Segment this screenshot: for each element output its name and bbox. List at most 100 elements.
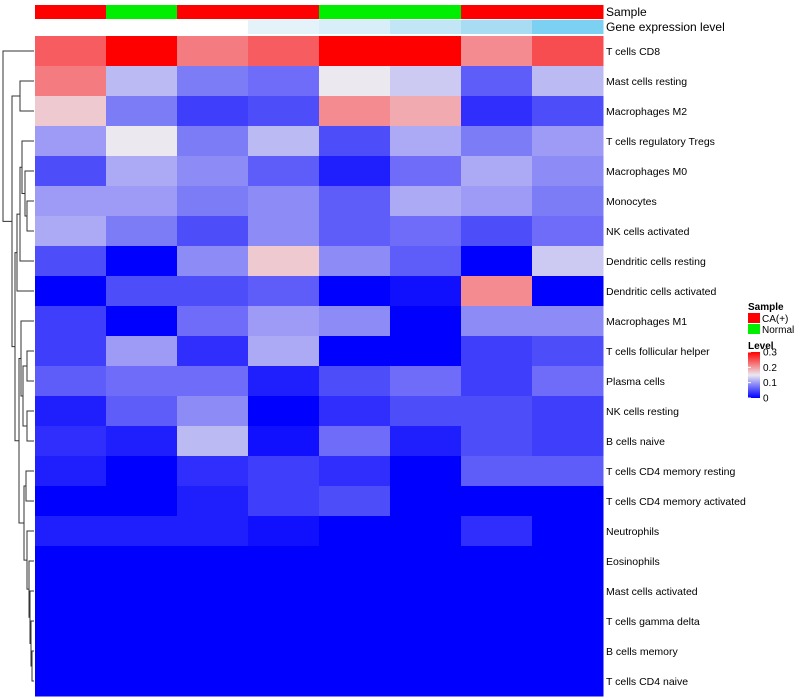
heatmap-cell (390, 606, 462, 637)
heatmap-cell (319, 516, 391, 547)
expression-annotation-cell (319, 20, 391, 34)
heatmap-cell (461, 396, 533, 427)
heatmap-cell (319, 546, 391, 577)
heatmap-cell (319, 96, 391, 127)
heatmap-cell (390, 666, 462, 697)
sample-annotation-cell (319, 5, 391, 19)
heatmap-cell (319, 426, 391, 457)
row-label: T cells follicular helper (606, 346, 710, 358)
heatmap-cell (35, 276, 107, 307)
sample-annotation-cell (532, 5, 604, 19)
row-label: Macrophages M1 (606, 316, 687, 328)
expression-annotation-cell (106, 20, 178, 34)
heatmap-cell (177, 366, 249, 397)
row-label: Plasma cells (606, 376, 665, 388)
row-label: Neutrophils (606, 526, 659, 538)
row-label: T cells CD4 naive (606, 676, 688, 688)
heatmap-cell (35, 126, 107, 157)
heatmap-cell (461, 546, 533, 577)
row-label: Dendritic cells activated (606, 286, 716, 298)
row-label: T cells gamma delta (606, 616, 700, 628)
heatmap-cell (461, 336, 533, 367)
sample-annotation-cell (461, 5, 533, 19)
heatmap-cell (35, 516, 107, 547)
heatmap-cell (390, 336, 462, 367)
heatmap-cell (106, 456, 178, 487)
legend-sample-label: CA(+) (762, 314, 788, 325)
annotation-label-sample: Sample (606, 5, 647, 19)
heatmap-cell (248, 66, 320, 97)
heatmap-cell (461, 36, 533, 67)
heatmap-cell (319, 666, 391, 697)
expression-annotation-cell (177, 20, 249, 34)
heatmap-cell (248, 156, 320, 187)
legend-sample-label: Normal (762, 325, 794, 336)
sample-annotation-cell (390, 5, 462, 19)
heatmap-cell (390, 516, 462, 547)
dendrogram-branch (22, 365, 27, 427)
heatmap-cell (177, 186, 249, 217)
heatmap-cell (461, 636, 533, 667)
row-label: Macrophages M2 (606, 106, 687, 118)
heatmap-cell (106, 486, 178, 517)
heatmap-cell (461, 126, 533, 157)
heatmap-cell (319, 636, 391, 667)
sample-annotation-cell (248, 5, 320, 19)
heatmap-cell (248, 366, 320, 397)
dendrogram-branch (31, 650, 34, 682)
dendrogram-branch (21, 140, 34, 194)
heatmap-cell (390, 66, 462, 97)
heatmap-cell (248, 396, 320, 427)
heatmap-cell (532, 246, 604, 277)
heatmap-cell (106, 66, 178, 97)
heatmap-cell (248, 216, 320, 247)
heatmap-cell (177, 36, 249, 67)
heatmap-cell (390, 456, 462, 487)
heatmap-cell (532, 546, 604, 577)
heatmap-cell (106, 36, 178, 67)
heatmap-cell (106, 366, 178, 397)
heatmap-cell (106, 666, 178, 697)
heatmap-cell (177, 546, 249, 577)
heatmap-cell (106, 156, 178, 187)
row-label: B cells naive (606, 436, 665, 448)
heatmap-cell (319, 186, 391, 217)
heatmap-cell (319, 246, 391, 277)
heatmap-cell (248, 456, 320, 487)
heatmap-cell (319, 486, 391, 517)
heatmap-cell (461, 156, 533, 187)
heatmap-cell (532, 96, 604, 127)
row-label: Mast cells resting (606, 76, 687, 88)
heatmap-cell (461, 606, 533, 637)
heatmap-cell (106, 546, 178, 577)
dendrogram-branch (26, 410, 34, 442)
heatmap-cell (248, 606, 320, 637)
heatmap-cell (461, 426, 533, 457)
heatmap-cell (461, 216, 533, 247)
heatmap-cell (35, 636, 107, 667)
heatmap-cell (248, 186, 320, 217)
heatmap-cell (177, 486, 249, 517)
heatmap-cell (35, 156, 107, 187)
expression-annotation-cell (390, 20, 462, 34)
heatmap-cell (177, 156, 249, 187)
heatmap-cell (35, 426, 107, 457)
heatmap-cell (319, 606, 391, 637)
heatmap-cell (35, 96, 107, 127)
heatmap-cell (390, 396, 462, 427)
heatmap-cell (390, 576, 462, 607)
expression-annotation-cell (248, 20, 320, 34)
row-labels: T cells CD8 Mast cells resting Macrophages… (606, 46, 746, 688)
legend-level-colorbar (748, 352, 760, 398)
heatmap-cell (390, 246, 462, 277)
heatmap-cell (532, 276, 604, 307)
legend-tick-label: 0.3 (763, 348, 777, 359)
row-label: Macrophages M0 (606, 166, 687, 178)
row-label: Mast cells activated (606, 586, 698, 598)
heatmap-cell (106, 276, 178, 307)
heatmap-cell (532, 156, 604, 187)
heatmap-cell (248, 96, 320, 127)
heatmap-cell (177, 126, 249, 157)
heatmap-cell (390, 636, 462, 667)
